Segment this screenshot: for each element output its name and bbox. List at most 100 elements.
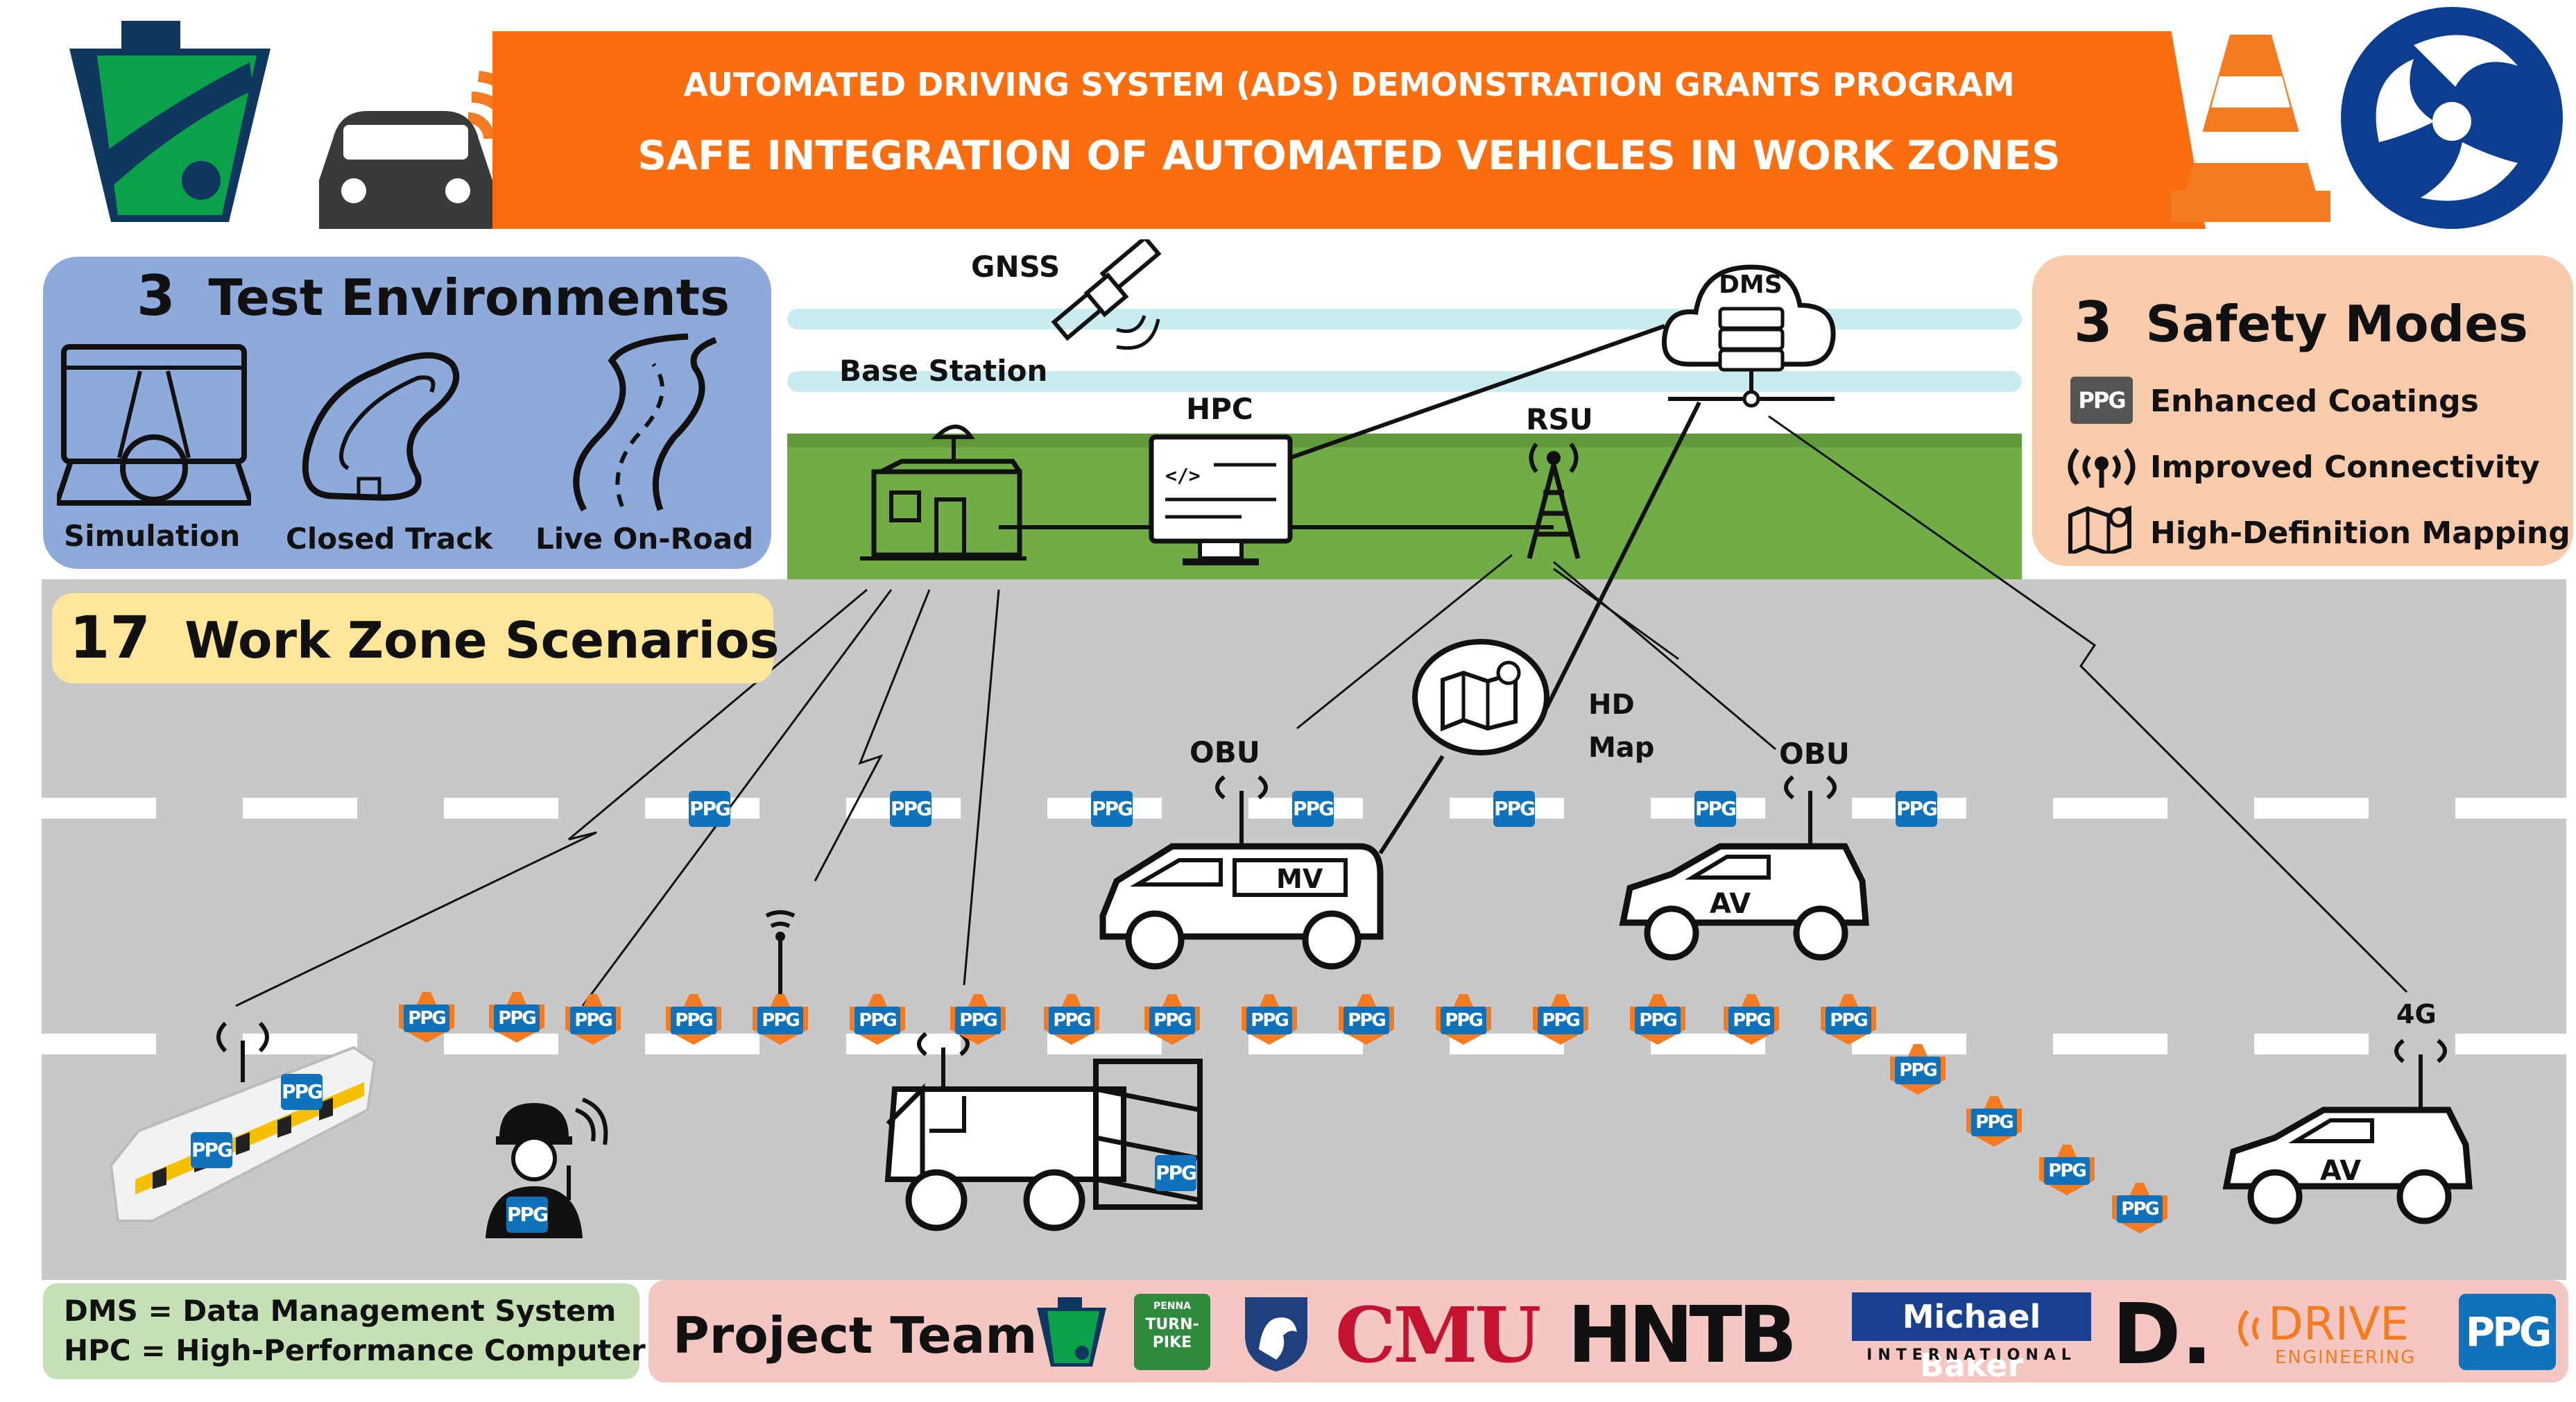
worker-ppg: PPG	[506, 1197, 549, 1233]
test-environments-count: 3	[137, 264, 175, 328]
lane-ppg: PPG	[1896, 791, 1938, 827]
safety-modes-panel: 3 Safety Modes PPG Enhanced Coatings Imp…	[2032, 255, 2573, 566]
mv-van-icon: MV	[1096, 770, 1387, 978]
ppg-cone: PPG	[1626, 994, 1689, 1063]
mode-hd-mapping: High-Definition Mapping	[2150, 515, 2570, 551]
av-car-1-icon: AV	[1616, 770, 1873, 971]
fourg-label: 4G	[2396, 999, 2437, 1029]
ppg-cone: PPG	[2036, 1145, 2098, 1214]
turnpike-label: TURN-PIKE	[1145, 1316, 1199, 1351]
lane-ppg: PPG	[1694, 791, 1737, 827]
simulation-icon	[53, 340, 255, 506]
ppg-cone: PPG	[1141, 994, 1203, 1063]
banner-line-2: SAFE INTEGRATION OF AUTOMATED VEHICLES I…	[637, 132, 2061, 179]
program-banner: AUTOMATED DRIVING SYSTEM (ADS) DEMONSTRA…	[492, 31, 2206, 229]
hntb-logo: HNTB	[1568, 1290, 1797, 1380]
acronym-legend: DMS = Data Management System HPC = High-…	[43, 1283, 646, 1379]
ppg-cone: PPG	[947, 994, 1009, 1063]
ppg-cone: PPG	[1720, 994, 1783, 1063]
dms-label: DMS	[1719, 271, 1783, 299]
env-simulation-label: Simulation	[64, 519, 241, 553]
obu-right-label: OBU	[1779, 737, 1850, 771]
ppg-cone: PPG	[486, 992, 548, 1061]
ppg-cone: PPG	[2109, 1183, 2171, 1252]
sky-clouds	[787, 309, 2022, 579]
av-car-2-icon: AV	[2219, 1034, 2476, 1242]
safety-modes-count: 3	[2074, 290, 2113, 354]
base-station-label: Base Station	[839, 354, 1048, 388]
project-team-title: Project Team	[673, 1306, 1038, 1365]
ppg-cone: PPG	[395, 992, 458, 1061]
michael-baker-intl: INTERNATIONAL	[1866, 1347, 2077, 1364]
hpc-label: HPC	[1186, 392, 1253, 426]
ppg-cone: PPG	[1529, 994, 1592, 1063]
ppg-team-logo: PPG	[2459, 1294, 2556, 1370]
mv-label: MV	[1276, 864, 1323, 894]
ppg-cone: PPG	[1887, 1044, 1949, 1113]
av-2-label: AV	[2320, 1155, 2362, 1187]
barrier-ppg-1: PPG	[281, 1074, 323, 1110]
project-team-panel: Project Team PENNA TURN-PIKE CMU HNTB Mi…	[649, 1280, 2568, 1384]
scenarios-panel: 17 Work Zone Scenarios	[52, 593, 779, 683]
barrier-ppg-2: PPG	[191, 1132, 233, 1168]
drive-engineering-logo: DRIVE ENGINEERING	[2226, 1297, 2441, 1374]
dms-cloud-icon	[1654, 239, 1841, 413]
lane-ppg: PPG	[1292, 791, 1334, 827]
gnss-label: GNSS	[971, 250, 1061, 284]
safety-modes-title: Safety Modes	[2145, 295, 2528, 353]
penn-state-logo	[1238, 1294, 1314, 1374]
turnpike-logo: PENNA TURN-PIKE	[1134, 1294, 1210, 1370]
live-road-icon	[556, 333, 723, 513]
legend-dms: DMS = Data Management System	[64, 1294, 617, 1328]
turnpike-top: PENNA	[1153, 1301, 1192, 1312]
env-closed-track-label: Closed Track	[286, 522, 493, 556]
lane-ppg: PPG	[890, 791, 932, 827]
worker-signal-post	[756, 909, 805, 1006]
lane-ppg: PPG	[1091, 791, 1133, 827]
d-logo: D.	[2112, 1287, 2213, 1383]
svg-text:</>: </>	[1165, 464, 1201, 487]
ppg-cone: PPG	[1335, 994, 1398, 1063]
rsu-tower-icon	[1512, 430, 1595, 562]
mode-improved-connectivity: Improved Connectivity	[2150, 450, 2540, 485]
hd-map-icon	[1411, 638, 1550, 756]
test-environments-title: Test Environments	[208, 268, 730, 327]
hd-map-label: HD Map	[1588, 689, 1655, 764]
cmu-logo: CMU	[1335, 1290, 1541, 1380]
lane-ppg: PPG	[1493, 791, 1536, 827]
ppg-cone: PPG	[1238, 994, 1300, 1063]
ppg-cone: PPG	[749, 994, 812, 1063]
michael-baker-logo: Michael Baker INTERNATIONAL	[1852, 1292, 2091, 1384]
test-environments-panel: 3 Test Environments Simulation Closed Tr…	[43, 257, 771, 569]
map-pin-icon	[2067, 505, 2136, 557]
ppg-cone: PPG	[1963, 1096, 2025, 1165]
legend-hpc: HPC = High-Performance Computer	[64, 1333, 646, 1367]
lane-ppg: PPG	[689, 791, 731, 827]
closed-track-icon	[293, 336, 473, 510]
obu-left-label: OBU	[1190, 735, 1260, 769]
satellite-icon	[1040, 234, 1165, 357]
ppg-cone: PPG	[662, 994, 725, 1063]
traffic-cone-icon	[2171, 28, 2330, 229]
scenarios-title: Work Zone Scenarios	[184, 611, 780, 669]
ppg-cone: PPG	[846, 994, 909, 1063]
scenarios-count: 17	[69, 604, 151, 672]
hpc-icon: </>	[1144, 430, 1304, 569]
env-live-on-road-label: Live On-Road	[535, 522, 754, 556]
ppg-cone: PPG	[1817, 994, 1880, 1063]
truck-ppg: PPG	[1155, 1155, 1197, 1191]
ppg-coatings-icon: PPG	[2070, 377, 2133, 424]
ppg-cone: PPG	[562, 994, 624, 1063]
penndot-logo	[55, 14, 284, 222]
michael-baker-name: Michael Baker	[1852, 1292, 2091, 1384]
ppg-cone: PPG	[1040, 994, 1103, 1063]
sky-scene	[787, 274, 2022, 579]
connectivity-icon	[2060, 443, 2143, 491]
drive-label: DRIVE	[2268, 1297, 2409, 1351]
engineering-label: ENGINEERING	[2275, 1347, 2416, 1368]
ppg-cone: PPG	[1432, 994, 1495, 1063]
penndot-team-logo	[1033, 1294, 1110, 1370]
rsu-label: RSU	[1526, 402, 1593, 436]
base-station-icon	[853, 395, 1033, 569]
